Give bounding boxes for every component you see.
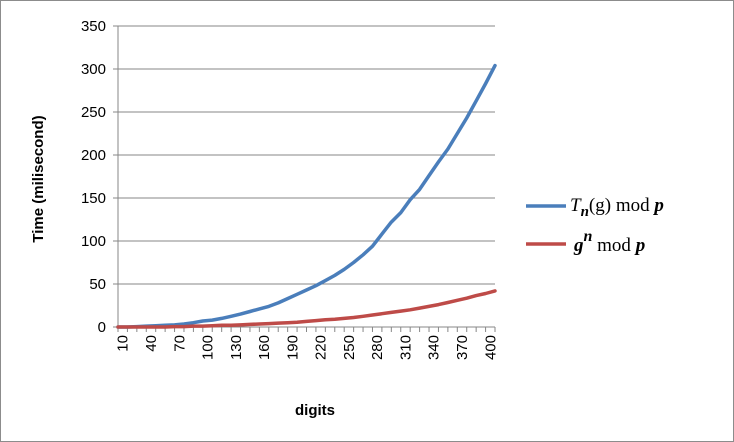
y-tick-label-350: 350: [81, 18, 106, 35]
x-tick-label-220: 220: [313, 335, 330, 360]
x-tick-label-310: 310: [397, 335, 414, 360]
x-tick-label-280: 280: [369, 335, 386, 360]
x-tick-label-40: 40: [143, 335, 160, 352]
y-tick-label-0: 0: [98, 319, 106, 336]
y-axis-title: Time (milisecond): [30, 115, 47, 242]
legend: Tn(g) mod p gn mod p: [526, 195, 664, 256]
x-tick-label-250: 250: [341, 335, 358, 360]
series-line-g-n-mod-p: [116, 289, 497, 329]
x-tick-label-400: 400: [482, 335, 499, 360]
x-tick-label-160: 160: [256, 335, 273, 360]
series-lines: [116, 63, 497, 329]
x-axis-title: digits: [295, 402, 335, 419]
x-tick-label-70: 70: [171, 335, 188, 352]
legend-label-tn: Tn(g) mod p: [570, 195, 664, 220]
y-tick-label-150: 150: [81, 190, 106, 207]
x-tick-label-10: 10: [115, 335, 132, 352]
y-tick-label-100: 100: [81, 233, 106, 250]
y-tick-label-300: 300: [81, 61, 106, 78]
y-tick-label-250: 250: [81, 104, 106, 121]
x-tick-label-130: 130: [228, 335, 245, 360]
x-tick-label-190: 190: [284, 335, 301, 360]
x-tick-label-370: 370: [454, 335, 471, 360]
y-tick-labels: 0 50 100 150 200 250 300 350: [81, 18, 106, 336]
x-tick-label-340: 340: [426, 335, 443, 360]
y-tick-label-50: 50: [89, 276, 106, 293]
x-tick-labels: 10 40 70 100 130 160 190 220 250 280 310 340 370 400: [115, 335, 500, 360]
series-line-t-n-g-mod-p: [116, 63, 497, 329]
y-tick-label-200: 200: [81, 147, 106, 164]
gridlines: [118, 25, 495, 285]
x-tick-label-100: 100: [200, 335, 217, 360]
legend-label-gn: gn mod p: [573, 228, 645, 256]
axes: [113, 25, 496, 332]
